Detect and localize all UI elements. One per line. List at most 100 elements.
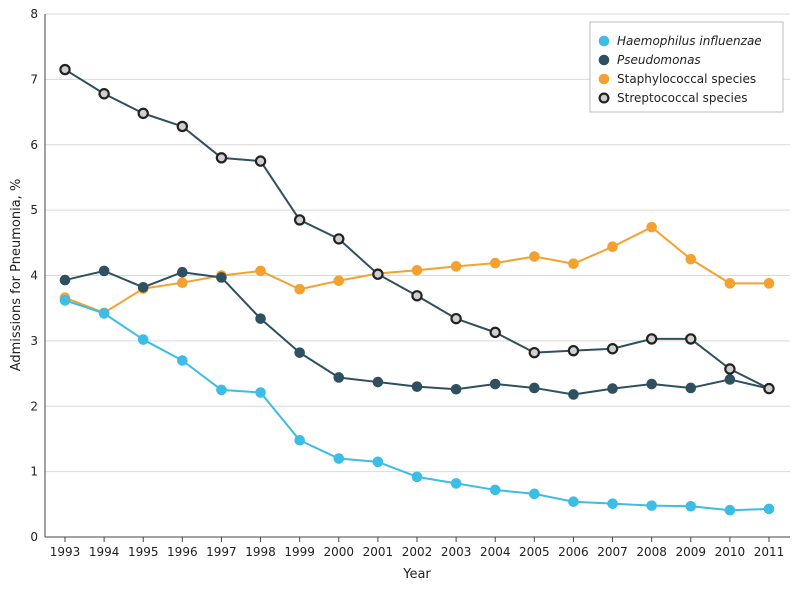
- legend-label: Staphylococcal species: [617, 72, 756, 86]
- x-tick-label: 2000: [324, 545, 355, 559]
- data-point: [567, 344, 580, 357]
- data-point: [255, 313, 266, 324]
- data-point: [59, 63, 71, 76]
- data-point: [411, 264, 423, 276]
- x-tick-label: 1998: [245, 545, 276, 559]
- data-point: [724, 278, 736, 289]
- legend-marker: [598, 35, 610, 47]
- x-tick-label: 2007: [597, 545, 628, 559]
- x-tick-label: 2001: [363, 545, 394, 559]
- x-tick-label: 2002: [402, 545, 433, 559]
- data-point: [685, 500, 697, 512]
- y-tick-label: 1: [30, 465, 38, 479]
- series-staphylococcal-species: [59, 221, 775, 319]
- data-point: [607, 383, 618, 394]
- data-point: [254, 155, 267, 167]
- data-point: [293, 214, 306, 226]
- y-tick-label: 2: [30, 399, 38, 413]
- y-tick-label: 0: [30, 530, 38, 544]
- data-point: [646, 221, 657, 233]
- data-point: [450, 261, 462, 272]
- x-tick-label: 2010: [715, 545, 746, 559]
- x-tick-label: 2006: [558, 545, 589, 559]
- y-tick-label: 8: [30, 7, 38, 21]
- data-point: [294, 283, 305, 295]
- x-tick-label: 2003: [441, 545, 472, 559]
- data-point: [607, 241, 618, 253]
- data-point: [489, 326, 501, 339]
- data-point: [137, 281, 149, 293]
- x-tick-label: 1995: [128, 545, 159, 559]
- data-point: [646, 378, 657, 390]
- data-point: [724, 363, 736, 375]
- data-point: [411, 381, 423, 392]
- legend-label: Haemophilus influenzae: [617, 34, 762, 48]
- data-point: [372, 456, 384, 468]
- data-point: [372, 268, 384, 280]
- data-point: [606, 343, 619, 355]
- data-point: [215, 152, 228, 164]
- series-streptococcal-species: [59, 63, 775, 395]
- legend-marker: [598, 92, 610, 104]
- data-point: [59, 295, 71, 306]
- y-axis-title: Admissions for Pneumonia, %: [9, 179, 24, 372]
- data-point: [489, 378, 501, 390]
- y-tick-label: 5: [30, 203, 38, 217]
- x-tick-label: 1993: [50, 545, 81, 559]
- data-point: [98, 88, 110, 100]
- x-tick-label: 2004: [480, 545, 511, 559]
- data-point: [450, 478, 462, 489]
- data-point: [568, 258, 579, 270]
- x-tick-label: 2008: [636, 545, 667, 559]
- data-point: [137, 107, 149, 120]
- data-point: [137, 334, 149, 345]
- legend-label: Pseudomonas: [617, 53, 701, 67]
- x-axis-title: Year: [402, 567, 431, 582]
- data-point: [333, 372, 345, 383]
- data-point: [529, 488, 540, 500]
- data-point: [450, 383, 462, 395]
- legend-box: [589, 21, 784, 113]
- data-point: [450, 312, 462, 325]
- series-haemophilus-influenzae: [59, 295, 775, 516]
- legend-marker: [598, 73, 610, 85]
- y-tick-label: 6: [30, 138, 38, 152]
- data-point: [59, 274, 71, 286]
- data-point: [529, 251, 540, 262]
- data-point: [333, 453, 345, 464]
- gridlines: [45, 13, 790, 473]
- data-point: [645, 333, 658, 345]
- data-point: [529, 382, 540, 394]
- x-axis-ticks: 1993 1994 1995 1996 1997 1998 1999 2000 2001 2002…: [50, 537, 784, 559]
- data-point: [294, 347, 305, 358]
- data-point: [177, 355, 188, 366]
- data-point: [489, 257, 501, 269]
- data-point: [685, 333, 697, 345]
- data-point: [216, 384, 227, 396]
- x-tick-label: 1999: [284, 545, 315, 559]
- series-group: [59, 63, 775, 516]
- data-point: [98, 308, 110, 319]
- legend: Haemophilus influenzae Pseudomonas Staphyl…: [589, 21, 784, 113]
- data-point: [646, 500, 657, 511]
- x-tick-label: 1996: [167, 545, 198, 559]
- data-point: [724, 374, 736, 385]
- data-point: [411, 290, 423, 302]
- legend-marker: [598, 54, 610, 66]
- data-point: [763, 278, 775, 289]
- data-point: [333, 275, 345, 287]
- data-point: [724, 504, 736, 516]
- data-point: [411, 471, 423, 483]
- legend-label: Streptococcal species: [617, 91, 748, 105]
- data-point: [528, 346, 541, 359]
- data-point: [177, 266, 188, 278]
- data-point: [372, 376, 384, 388]
- data-point: [489, 484, 501, 496]
- data-point: [176, 120, 189, 133]
- y-axis-ticks: 0 1 2 3 4 5 6 7 8: [30, 7, 38, 544]
- data-point: [333, 233, 345, 245]
- series-pseudomonas: [59, 265, 775, 400]
- data-point: [216, 272, 227, 283]
- x-tick-label: 2009: [676, 545, 707, 559]
